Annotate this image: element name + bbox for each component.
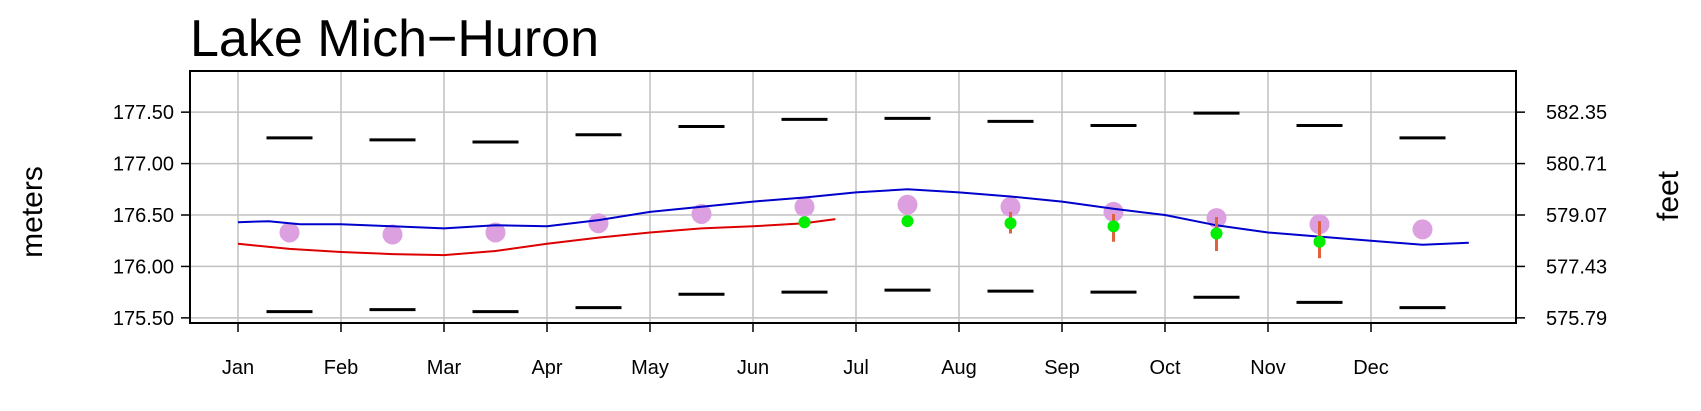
x-tick-label: Feb xyxy=(324,357,358,379)
x-tick-label: Aug xyxy=(941,357,977,379)
y-tick-label-right: 575.79 xyxy=(1546,308,1607,330)
y-tick-label-right: 580.71 xyxy=(1546,154,1607,176)
x-tick-label: Oct xyxy=(1149,357,1181,379)
x-tick-label: Dec xyxy=(1353,357,1389,379)
previous-year-line xyxy=(237,188,1469,246)
forecast-dot xyxy=(1004,217,1017,230)
monthly-average-dot xyxy=(382,224,403,245)
monthly-average-dot xyxy=(897,194,918,215)
x-tick-label: Jun xyxy=(737,357,769,379)
monthly-average-dot xyxy=(691,203,712,224)
x-tick-label: Apr xyxy=(531,357,562,379)
y-tick-label-right: 582.35 xyxy=(1546,102,1607,124)
monthly-average-dot xyxy=(279,222,300,243)
y-tick-label-left: 177.00 xyxy=(113,154,174,176)
y-tick-label-left: 177.50 xyxy=(113,102,174,124)
y-axis-label-feet: feet xyxy=(1652,170,1685,221)
y-axis-label-meters: meters xyxy=(16,166,49,258)
x-tick-label: May xyxy=(631,357,669,379)
x-tick-label: Sep xyxy=(1044,357,1080,379)
y-tick-label-left: 176.00 xyxy=(113,256,174,278)
x-tick-label: Jul xyxy=(843,357,869,379)
current-year-line xyxy=(237,218,836,257)
forecast-dot xyxy=(1107,220,1120,233)
plot-frame xyxy=(189,70,1517,324)
monthly-average-dot xyxy=(1103,201,1124,222)
forecast-dot xyxy=(901,215,914,228)
marks-layer xyxy=(237,111,1469,314)
forecast-dot xyxy=(1210,227,1223,240)
monthly-average-dot xyxy=(1412,219,1433,240)
axis-layer: Jan Feb Mar Apr May Jun Jul Aug Sep Oct Nov Dec 175.… xyxy=(113,70,1607,379)
forecast-dot xyxy=(1313,235,1326,248)
monthly-average-dot xyxy=(588,213,609,234)
y-tick-label-left: 176.50 xyxy=(113,205,174,227)
monthly-average-dot xyxy=(794,196,815,217)
monthly-average-dot xyxy=(1000,196,1021,217)
forecast-dot xyxy=(798,216,811,229)
y-tick-label-left: 175.50 xyxy=(113,308,174,330)
grid-layer xyxy=(190,71,1516,323)
chart-title: Lake Mich−Huron xyxy=(190,10,599,68)
monthly-average-dot xyxy=(485,222,506,243)
x-tick-label: Jan xyxy=(222,357,254,379)
y-tick-label-right: 577.43 xyxy=(1546,256,1607,278)
x-tick-label: Mar xyxy=(427,357,462,379)
x-tick-label: Nov xyxy=(1250,357,1286,379)
y-tick-label-right: 579.07 xyxy=(1546,205,1607,227)
